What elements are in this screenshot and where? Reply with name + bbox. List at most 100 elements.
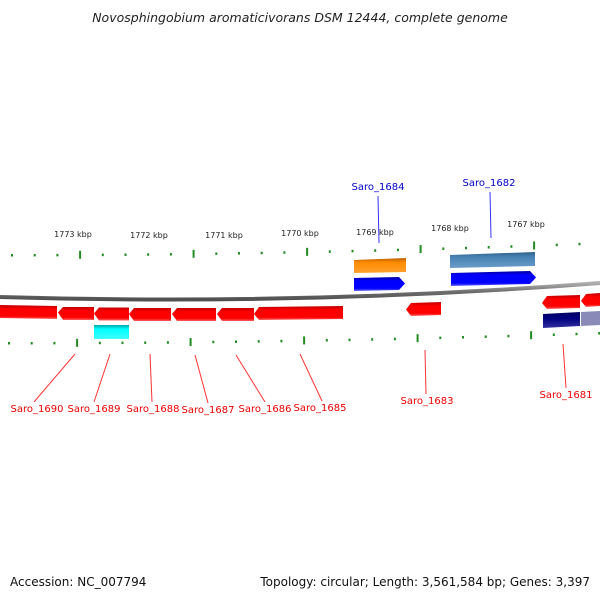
minor-tick: [442, 247, 445, 250]
gene-saro-1680[interactable]: [581, 293, 600, 307]
gene-saro-1685[interactable]: [254, 306, 343, 320]
feature-navy[interactable]: [543, 312, 580, 328]
major-tick: [192, 249, 195, 258]
gene-label[interactable]: Saro_1688: [127, 404, 180, 415]
minor-tick: [325, 339, 328, 342]
minor-tick: [144, 341, 147, 344]
gene-saro-1681[interactable]: [542, 295, 580, 309]
minor-tick: [439, 336, 442, 340]
label-connectors: [33, 191, 567, 404]
minor-tick: [8, 341, 10, 345]
minor-tick: [260, 251, 263, 255]
gene-saro-1690[interactable]: [0, 305, 57, 319]
label-connector: [149, 353, 153, 403]
minor-tick: [238, 252, 240, 255]
feature-steelblue[interactable]: [450, 252, 535, 268]
label-connector: [33, 353, 76, 403]
minor-tick: [11, 253, 13, 257]
scale-label: 1772 kbp: [130, 231, 168, 240]
scale-label: 1770 kbp: [281, 229, 319, 238]
minor-tick: [555, 243, 558, 247]
minor-tick: [462, 336, 464, 339]
scale-label: 1767 kbp: [507, 220, 545, 229]
gene-saro-1684[interactable]: [354, 277, 405, 291]
minor-tick: [53, 341, 56, 345]
outer-scale-ticks: [11, 241, 581, 259]
major-tick: [533, 241, 536, 250]
genome-backbone: [0, 281, 600, 302]
minor-tick: [575, 332, 578, 336]
feature-cyan[interactable]: [94, 325, 129, 339]
major-tick: [530, 331, 533, 340]
genome-summary: Topology: circular; Length: 3,561,584 bp…: [260, 575, 590, 589]
minor-tick: [552, 333, 555, 336]
gene-label[interactable]: Saro_1684: [352, 182, 405, 193]
minor-tick: [235, 340, 237, 343]
gene-saro-1688[interactable]: [94, 307, 129, 321]
label-connector: [489, 191, 492, 239]
major-tick: [303, 336, 306, 345]
minor-tick: [487, 246, 490, 249]
feature-orange[interactable]: [354, 258, 406, 273]
accession-text: Accession: NC_007794: [10, 575, 147, 589]
gene-saro-1685a[interactable]: [217, 308, 254, 321]
minor-tick: [212, 340, 215, 344]
minor-tick: [328, 250, 331, 253]
scale-label: 1768 kbp: [431, 224, 469, 233]
minor-tick: [578, 242, 581, 246]
feature-navy-faded[interactable]: [581, 311, 600, 326]
label-connector: [299, 353, 323, 402]
gene-saro-1689[interactable]: [58, 307, 94, 320]
minor-tick: [215, 252, 218, 255]
minor-tick: [147, 253, 150, 256]
gene-label[interactable]: Saro_1687: [182, 405, 235, 416]
major-tick: [79, 250, 82, 259]
label-connector: [424, 349, 427, 395]
gene-label[interactable]: Saro_1682: [463, 178, 516, 189]
major-tick: [419, 245, 422, 254]
gene-label[interactable]: Saro_1681: [540, 390, 593, 401]
gene-label[interactable]: Saro_1685: [294, 403, 347, 414]
gene-label[interactable]: Saro_1683: [401, 396, 454, 407]
label-connector: [562, 343, 567, 389]
scale-label: 1771 kbp: [205, 231, 243, 240]
minor-tick: [510, 245, 513, 248]
label-connector: [235, 354, 266, 403]
minor-tick: [280, 339, 283, 343]
minor-tick: [465, 246, 467, 250]
minor-tick: [351, 249, 354, 253]
minor-tick: [124, 253, 127, 256]
major-tick: [416, 334, 419, 343]
minor-tick: [396, 248, 399, 252]
minor-tick: [393, 337, 396, 341]
minor-tick: [348, 338, 351, 342]
gene-saro-1683[interactable]: [406, 302, 441, 316]
minor-tick: [121, 341, 124, 345]
label-connector: [194, 354, 209, 404]
gene-saro-1686[interactable]: [172, 308, 216, 321]
gene-saro-1682[interactable]: [451, 271, 536, 286]
label-connector: [377, 195, 380, 244]
minor-tick: [283, 251, 286, 254]
minor-tick: [98, 341, 101, 345]
scale-labels: 1773 kbp 1772 kbp 1771 kbp 1770 kbp 1769 kbp…: [54, 220, 545, 240]
scale-label: 1769 kbp: [356, 228, 394, 237]
gene-labels: Saro_1684 Saro_1682 Saro_1690 Saro_1689 Saro…: [11, 178, 593, 416]
minor-tick: [101, 253, 104, 257]
minor-tick: [166, 341, 169, 344]
minor-tick: [598, 332, 600, 335]
gene-label[interactable]: Saro_1686: [239, 404, 292, 415]
map-title: Novosphingobium aromaticivorans DSM 1244…: [92, 10, 508, 25]
minor-tick: [257, 340, 260, 343]
reverse-genes: [0, 293, 600, 321]
major-tick: [76, 338, 79, 347]
minor-tick: [169, 253, 172, 256]
gene-label[interactable]: Saro_1689: [68, 404, 121, 415]
minor-tick: [33, 253, 36, 257]
inner-scale-ticks: [8, 331, 600, 347]
minor-tick: [30, 341, 33, 345]
gene-label[interactable]: Saro_1690: [11, 404, 64, 415]
minor-tick: [484, 335, 487, 338]
gene-saro-1687[interactable]: [129, 308, 171, 321]
